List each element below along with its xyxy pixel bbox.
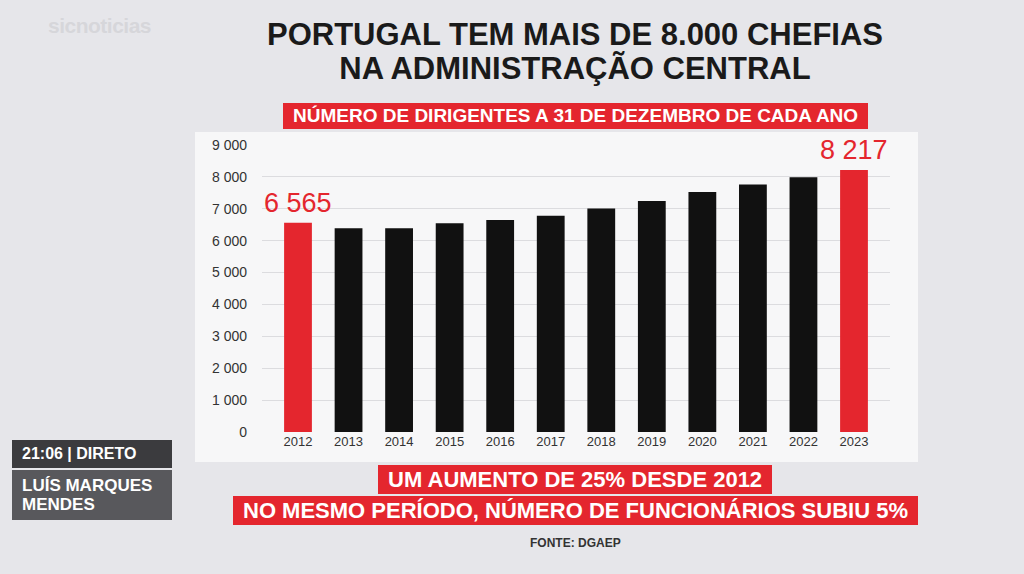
html-text:NÚMERO DE DIRIGENTES A 31 DE D: NÚMERO DE DIRIGENTES A 31 DE DEZEMBRO DE… bbox=[293, 105, 859, 126]
svg-text:2020: 2020 bbox=[688, 434, 717, 449]
svg-text:4 000: 4 000 bbox=[212, 296, 247, 312]
svg-text:0: 0 bbox=[239, 424, 247, 440]
svg-text:2013: 2013 bbox=[334, 434, 363, 449]
html-text:UM AUMENTO DE 25% DESDE 2012: UM AUMENTO DE 25% DESDE 2012 bbox=[388, 467, 763, 492]
html-text:LUÍS MARQUES MENDES: LUÍS MARQUES MENDES bbox=[22, 476, 153, 514]
svg-text:2022: 2022 bbox=[789, 434, 818, 449]
svg-text:2016: 2016 bbox=[486, 434, 515, 449]
svg-text:2017: 2017 bbox=[536, 434, 565, 449]
svg-text:6 000: 6 000 bbox=[212, 233, 247, 249]
svg-text:9 000: 9 000 bbox=[212, 137, 247, 153]
svg-text:8 000: 8 000 bbox=[212, 169, 247, 185]
svg-text:7 000: 7 000 bbox=[212, 201, 247, 217]
svg-text:8 217: 8 217 bbox=[820, 135, 888, 165]
svg-text:2018: 2018 bbox=[587, 434, 616, 449]
svg-text:2021: 2021 bbox=[738, 434, 767, 449]
html-text:21:06 | DIRETO: 21:06 | DIRETO bbox=[22, 445, 137, 462]
svg-text:2 000: 2 000 bbox=[212, 360, 247, 376]
svg-text:1 000: 1 000 bbox=[212, 392, 247, 408]
svg-text:2014: 2014 bbox=[385, 434, 414, 449]
svg-text:2012: 2012 bbox=[284, 434, 313, 449]
svg-text:2023: 2023 bbox=[840, 434, 869, 449]
html-text:PORTUGAL TEM MAIS DE 8.000 CHE: PORTUGAL TEM MAIS DE 8.000 CHEFIAS bbox=[267, 17, 883, 52]
html-text:NA ADMINISTRAÇÃO CENTRAL: NA ADMINISTRAÇÃO CENTRAL bbox=[339, 51, 811, 86]
html-text:FONTE: DGAEP: FONTE: DGAEP bbox=[530, 536, 621, 550]
html-text:sicnoticias: sicnoticias bbox=[48, 14, 152, 37]
svg-text:6 565: 6 565 bbox=[264, 188, 332, 218]
svg-text:5 000: 5 000 bbox=[212, 264, 247, 280]
svg-text:3 000: 3 000 bbox=[212, 328, 247, 344]
html-text:NO MESMO PERÍODO, NÚMERO DE FU: NO MESMO PERÍODO, NÚMERO DE FUNCIONÁRIOS… bbox=[243, 498, 908, 523]
svg-text:2019: 2019 bbox=[637, 434, 666, 449]
svg-text:2015: 2015 bbox=[435, 434, 464, 449]
